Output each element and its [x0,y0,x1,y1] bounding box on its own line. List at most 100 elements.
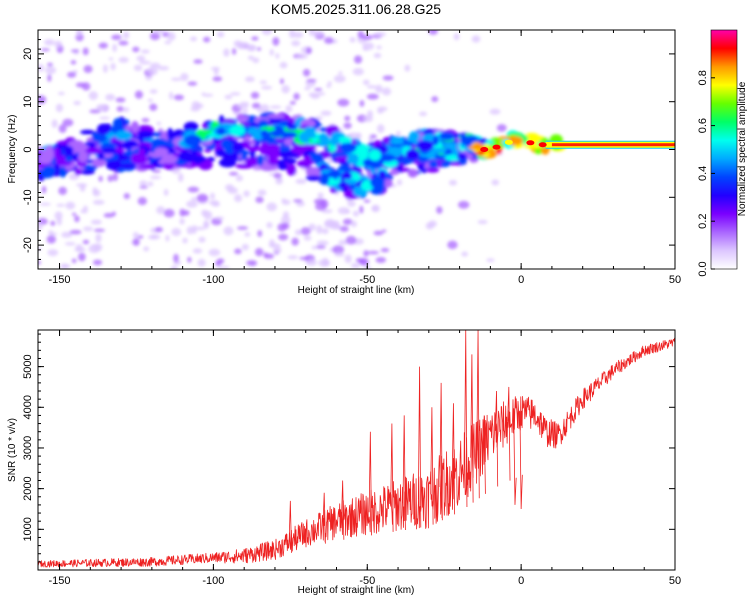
spectrogram-cell [83,164,98,170]
spectrogram-cell [317,192,324,199]
spectrogram-cell [269,105,282,109]
spectrogram-cell [352,210,360,217]
spectrogram-cell [286,164,297,176]
spectrogram-cell [132,231,139,239]
spectrogram-cell [131,153,148,165]
spectrogram-cell [222,157,229,163]
spectrogram-cell [212,76,223,82]
spectrogram-cell [241,243,249,251]
spectrogram-cell [337,98,350,107]
snr-x-tick-label: 0 [518,575,524,587]
spectrogram-cell [524,144,543,149]
spectrogram-cell [405,148,420,160]
spectrogram-cell [377,109,384,114]
spectrogram-cell [382,75,394,81]
spectrogram-cell [88,91,98,101]
spectrogram-cell [173,253,179,263]
spectrogram-cell [149,32,161,41]
spectrogram-cell [477,219,488,225]
spectrogram-cell [428,30,438,35]
spectrogram-cell [187,81,198,86]
colorbar-tick-label: 0.2 [697,214,709,229]
spectrogram-cell [273,246,282,254]
spectrogram-cell [208,248,221,257]
spectrogram-cell [140,49,150,54]
spectrogram-cell [110,62,116,71]
spectrogram-cell [193,59,203,64]
spectrogram-cell [251,36,259,41]
spectrogram-cell [166,31,176,41]
spectrogram-cell [93,228,106,233]
spectrogram-cell [353,55,363,64]
spectrogram-cell [428,220,437,228]
snr-x-tick-label: 50 [669,575,681,587]
spectrogram-cell [197,258,206,267]
spectrogram-cell [92,187,98,195]
spectrogram-cell [460,133,467,145]
spectrogram-cell [252,57,260,64]
spectrogram-cell [321,209,333,214]
spectrogram-cell [139,180,148,187]
spectrogram-cell [186,200,198,208]
spectrogram-cell [137,235,144,239]
spectrogram-cell [345,235,357,245]
spectrogram-cell [82,239,90,245]
spectrogram-cell [94,133,107,143]
spectrogram-cell [203,93,214,97]
spectrogram-cell [111,34,122,40]
spectrogram-cell [257,189,267,196]
spectrogram-cell [55,103,64,113]
spectrogram-cell [156,121,162,126]
spectrogram-cell [99,116,110,120]
spectrogram-cell [307,152,324,163]
spectrogram-cell [439,131,455,141]
spectrogram-cell [38,222,43,231]
spectrogram-cell [355,144,371,151]
spectrogram-cell [225,184,234,191]
spectrogram-cell [346,179,358,185]
spectrogram-cell [76,30,81,37]
spectrogram-cell [246,260,258,266]
spectrogram-cell [65,156,73,163]
spectrogram-cell [281,199,291,205]
spectrogram-cell [324,219,336,228]
spectrogram-cell [190,36,198,42]
spectrogram-cell [50,220,56,226]
spectrogram-cell [453,33,460,41]
spectrogram-cell [273,172,282,179]
spectrogram-cell [46,235,56,244]
spectrogram-cell [304,86,311,91]
spectrogram-cell [342,218,353,225]
spectrogram-cell [138,164,156,170]
spectrogram-cell [92,259,103,266]
spectrogram-cell [45,66,57,75]
spectrogram-cell [216,31,225,38]
spectrogram-cell [294,229,303,236]
spectrogram-cell [316,240,329,246]
spectrogram-y-tick-label: -20 [22,237,34,253]
spectrogram-cell [281,131,298,139]
spectrogram-cell [266,144,280,156]
spectrogram-cell [254,247,264,257]
spectrogram-x-tick-label: 50 [669,274,681,286]
spectrogram-band-core [551,143,675,147]
spectrogram-cell [306,165,314,177]
spectrogram-cell [118,57,129,63]
spectrogram-cell [457,200,470,209]
spectrogram-cell [61,231,73,238]
spectrogram-cell [472,142,483,150]
spectrogram-cell [419,111,428,117]
spectrogram-cell [192,156,204,165]
spectrogram-x-tick-label: -150 [49,274,71,286]
spectrogram-x-tick-label: -50 [359,274,375,286]
spectrogram-cell [112,118,123,129]
spectrogram-cell [261,142,270,149]
snr-x-tick-label: -50 [359,575,375,587]
spectrogram-cell [341,171,353,180]
spectrogram-cell [381,87,392,96]
spectrogram-cell [214,216,225,220]
spectrogram-cell [268,157,279,166]
spectrogram-cell [359,100,365,107]
